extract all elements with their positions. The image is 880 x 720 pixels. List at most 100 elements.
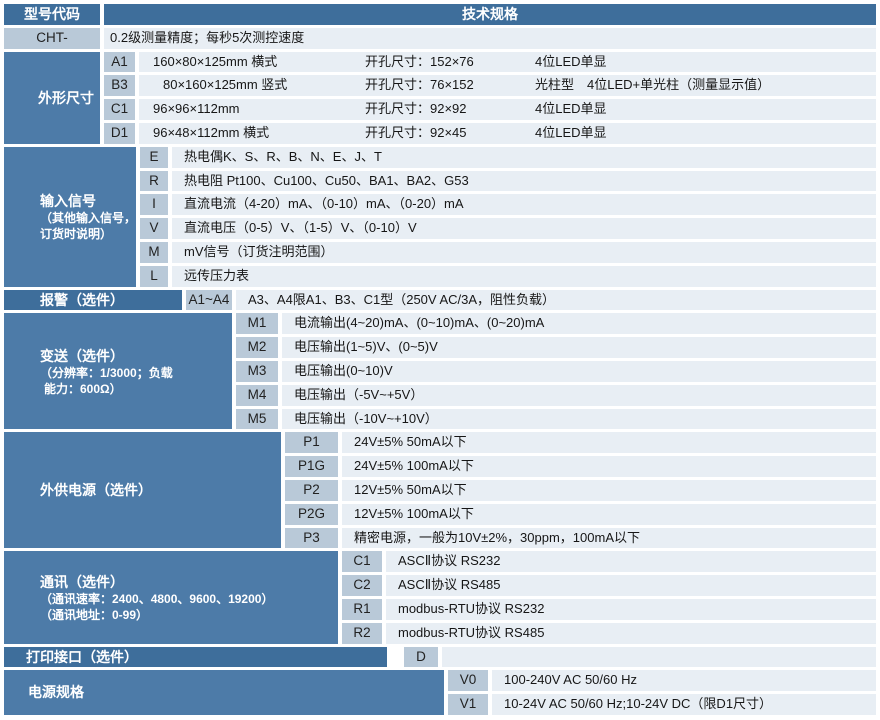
- spec-desc: modbus-RTU协议 RS485: [386, 622, 876, 644]
- table-header-row: 型号代码 技术规格: [4, 4, 876, 25]
- dimension-text: 96×48×112mm 横式: [153, 124, 270, 140]
- spec-desc: 100-240V AC 50/60 Hz: [492, 670, 876, 692]
- spec-row: C1 96×96×112mm 开孔尺寸：92×92 4位LED单显: [104, 99, 876, 120]
- spec-row: P1 24V±5% 50mA以下: [285, 432, 876, 454]
- section-label: 电源规格: [28, 684, 84, 701]
- spec-row: P1G 24V±5% 100mA以下: [285, 456, 876, 477]
- cutout-text: 开孔尺寸：76×152: [365, 77, 474, 93]
- alarm-label-bar: 报警（选件）: [4, 289, 182, 311]
- code-cell: C1: [342, 551, 382, 573]
- spec-row: M1 电流输出(4~20)mA、(0~10)mA、(0~20)mA: [236, 313, 876, 335]
- model-prefix-cell: CHT-: [4, 27, 100, 49]
- section-note: （其他输入信号，: [40, 211, 137, 226]
- code-cell: R2: [342, 622, 382, 644]
- spec-row: V1 10-24V AC 50/60 Hz;10-24V DC（限D1尺寸）: [448, 694, 876, 715]
- spec-row: R1 modbus-RTU协议 RS232: [342, 598, 876, 620]
- spec-desc: [442, 646, 876, 668]
- spec-desc: 远传压力表: [172, 265, 876, 287]
- section-note: （通讯速率：2400、4800、9600、19200）: [40, 591, 274, 606]
- spec-row: M4 电压输出（-5V~+5V）: [236, 384, 876, 406]
- spec-desc: 电压输出(0~10)V: [282, 360, 876, 382]
- spec-row: P2 12V±5% 50mA以下: [285, 479, 876, 501]
- dimension-text: 160×80×125mm 横式: [153, 53, 278, 69]
- spec-row: C2 ASCⅡ协议 RS485: [342, 575, 876, 596]
- spec-row: P3 精密电源，一般为10V±2%，30ppm，100mA以下: [285, 527, 876, 549]
- communication-rows: C1 ASCⅡ协议 RS232 C2 ASCⅡ协议 RS485 R1 modbu…: [342, 551, 876, 644]
- model-accuracy-desc: 0.2级测量精度；每秒5次测控速度: [104, 27, 876, 49]
- section-label: 外供电源（选件）: [40, 482, 152, 499]
- code-cell: C1: [104, 99, 135, 120]
- code-cell: M2: [236, 337, 278, 358]
- section-label: 外形尺寸: [38, 89, 94, 106]
- input-signal-rows: E 热电偶K、S、R、B、N、E、J、T R 热电阻 Pt100、Cu100、C…: [140, 146, 876, 287]
- section-alarm: 报警（选件） A1~A4 A3、A4限A1、B3、C1型（250V AC/3A，…: [4, 289, 876, 311]
- power-spec-label-block: 电源规格: [4, 670, 444, 715]
- model-prefix-row: CHT- 0.2级测量精度；每秒5次测控速度: [4, 27, 876, 49]
- input-signal-label-block: 输入信号 （其他输入信号， 订货时说明）: [4, 146, 137, 287]
- print-label-bar: 打印接口（选件）: [4, 646, 387, 668]
- code-cell: M4: [236, 384, 278, 406]
- header-tech-spec: 技术规格: [104, 4, 876, 25]
- code-cell: R: [140, 170, 168, 192]
- display-text: 光柱型 4位LED+单光柱（测量显示值）: [535, 77, 771, 93]
- section-note: 订货时说明）: [40, 226, 113, 241]
- spec-desc: 热电阻 Pt100、Cu100、Cu50、BA1、BA2、G53: [172, 170, 876, 192]
- spec-desc: 电流输出(4~20)mA、(0~10)mA、(0~20)mA: [282, 313, 876, 335]
- spec-row: M5 电压输出（-10V~+10V）: [236, 408, 876, 430]
- code-cell: V1: [448, 694, 488, 715]
- spec-row: L 远传压力表: [140, 265, 876, 287]
- dimensions-label-block: 外形尺寸: [4, 51, 100, 144]
- spec-desc: 10-24V AC 50/60 Hz;10-24V DC（限D1尺寸）: [492, 694, 876, 715]
- transmit-label-block: 变送（选件） （分辨率：1/3000；负载 能力：600Ω）: [4, 313, 232, 430]
- spec-desc: 12V±5% 50mA以下: [342, 479, 876, 501]
- code-cell: M: [140, 241, 168, 263]
- section-transmit: 变送（选件） （分辨率：1/3000；负载 能力：600Ω） M1 电流输出(4…: [4, 313, 876, 430]
- spec-desc: ASCⅡ协议 RS232: [386, 551, 876, 573]
- spec-desc: 直流电压（0-5）V、（1-5）V、（0-10）V: [172, 218, 876, 239]
- code-cell: P2G: [285, 503, 338, 525]
- section-dimensions: 外形尺寸 A1 160×80×125mm 横式 开孔尺寸：152×76 4位LE…: [4, 51, 876, 144]
- code-cell: M1: [236, 313, 278, 335]
- code-cell: P2: [285, 479, 338, 501]
- spec-row: V 直流电压（0-5）V、（1-5）V、（0-10）V: [140, 218, 876, 239]
- spec-row: R 热电阻 Pt100、Cu100、Cu50、BA1、BA2、G53: [140, 170, 876, 192]
- power-spec-rows: V0 100-240V AC 50/60 Hz V1 10-24V AC 50/…: [448, 670, 876, 715]
- spec-desc: 24V±5% 100mA以下: [342, 456, 876, 477]
- spec-desc: 精密电源，一般为10V±2%，30ppm，100mA以下: [342, 527, 876, 549]
- spec-row: C1 ASCⅡ协议 RS232: [342, 551, 876, 573]
- code-cell: D: [404, 646, 438, 668]
- code-cell: I: [140, 194, 168, 216]
- transmit-rows: M1 电流输出(4~20)mA、(0~10)mA、(0~20)mA M2 电压输…: [236, 313, 876, 430]
- spec-desc: 80×160×125mm 竖式 开孔尺寸：76×152 光柱型 4位LED+单光…: [139, 75, 876, 97]
- dimension-text: 96×96×112mm: [153, 101, 240, 117]
- display-text: 4位LED单显: [535, 53, 607, 69]
- section-input-signal: 输入信号 （其他输入信号， 订货时说明） E 热电偶K、S、R、B、N、E、J、…: [4, 146, 876, 287]
- section-aux-power: 外供电源（选件） P1 24V±5% 50mA以下 P1G 24V±5% 100…: [4, 432, 876, 549]
- code-cell: C2: [342, 575, 382, 596]
- aux-power-rows: P1 24V±5% 50mA以下 P1G 24V±5% 100mA以下 P2 1…: [285, 432, 876, 549]
- code-cell: P3: [285, 527, 338, 549]
- header-model-code: 型号代码: [4, 4, 100, 25]
- dimensions-rows: A1 160×80×125mm 横式 开孔尺寸：152×76 4位LED单显 B…: [104, 51, 876, 144]
- communication-label-block: 通讯（选件） （通讯速率：2400、4800、9600、19200） （通讯地址…: [4, 551, 338, 644]
- spec-desc: 直流电流（4-20）mA、（0-10）mA、（0-20）mA: [172, 194, 876, 216]
- spec-row: M mV信号（订货注明范围）: [140, 241, 876, 263]
- spec-desc: mV信号（订货注明范围）: [172, 241, 876, 263]
- spec-row: I 直流电流（4-20）mA、（0-10）mA、（0-20）mA: [140, 194, 876, 216]
- spec-row: R2 modbus-RTU协议 RS485: [342, 622, 876, 644]
- spec-row: M2 电压输出(1~5)V、(0~5)V: [236, 337, 876, 358]
- code-cell: V0: [448, 670, 488, 692]
- spec-desc: 160×80×125mm 横式 开孔尺寸：152×76 4位LED单显: [139, 51, 876, 73]
- aux-power-label-block: 外供电源（选件）: [4, 432, 281, 549]
- code-cell: M3: [236, 360, 278, 382]
- code-cell: M5: [236, 408, 278, 430]
- cutout-text: 开孔尺寸：92×45: [365, 124, 467, 140]
- code-cell: P1G: [285, 456, 338, 477]
- spec-desc: 电压输出(1~5)V、(0~5)V: [282, 337, 876, 358]
- code-cell: A1~A4: [186, 289, 232, 311]
- section-note: （分辨率：1/3000；负载: [40, 365, 173, 380]
- spec-desc: 电压输出（-10V~+10V）: [282, 408, 876, 430]
- spec-desc: 96×96×112mm 开孔尺寸：92×92 4位LED单显: [139, 99, 876, 120]
- spec-desc: 96×48×112mm 横式 开孔尺寸：92×45 4位LED单显: [139, 122, 876, 144]
